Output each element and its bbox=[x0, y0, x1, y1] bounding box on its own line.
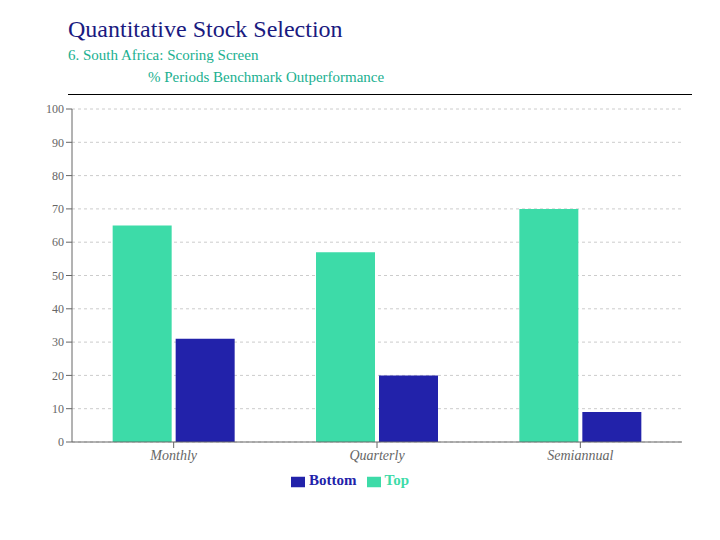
svg-text:100: 100 bbox=[46, 102, 64, 116]
html-text:% Periods Benchmark Outperform: % Periods Benchmark Outperformance bbox=[148, 69, 385, 85]
svg-text:70: 70 bbox=[52, 202, 64, 216]
svg-text:60: 60 bbox=[52, 235, 64, 249]
svg-text:80: 80 bbox=[52, 169, 64, 183]
svg-text:Quarterly: Quarterly bbox=[349, 448, 405, 463]
html-text:Top: Top bbox=[384, 472, 409, 488]
svg-text:10: 10 bbox=[52, 402, 64, 416]
svg-text:Monthly: Monthly bbox=[149, 448, 197, 463]
html-text:Quantitative Stock Selection: Quantitative Stock Selection bbox=[68, 16, 343, 42]
svg-text:30: 30 bbox=[52, 335, 64, 349]
svg-text:50: 50 bbox=[52, 269, 64, 283]
svg-text:90: 90 bbox=[52, 136, 64, 150]
html-text:6. South Africa: Scoring Scree: 6. South Africa: Scoring Screen bbox=[68, 47, 259, 63]
svg-text:0: 0 bbox=[58, 435, 64, 449]
svg-text:20: 20 bbox=[52, 369, 64, 383]
svg-text:40: 40 bbox=[52, 302, 64, 316]
svg-text:Semiannual: Semiannual bbox=[547, 448, 613, 463]
html-text:Bottom: Bottom bbox=[309, 472, 357, 488]
